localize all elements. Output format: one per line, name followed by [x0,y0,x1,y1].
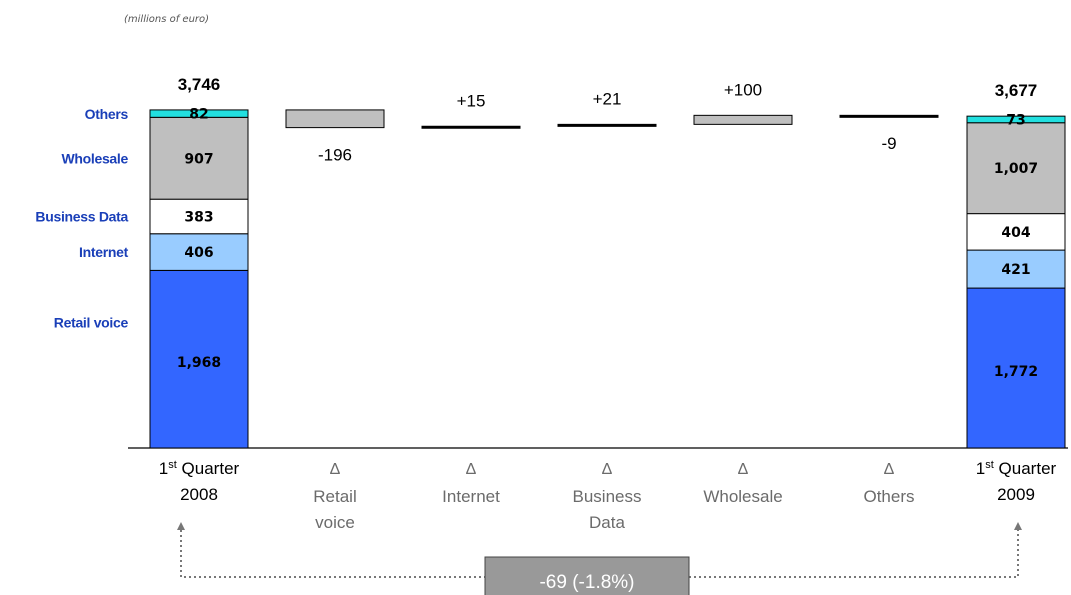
delta-symbol-2: Δ [466,461,477,478]
delta-bar-4 [693,114,793,125]
delta-value-label-4: +100 [724,80,762,99]
end-bar-segment-others [966,115,1066,124]
end-bar-label-retail-voice: 1,772 [994,364,1038,380]
start-bar-segment-wholesale [149,116,249,200]
delta-bar-2 [421,125,521,129]
legend-label-others: Others [85,106,129,122]
start-bar-label-business-data: 383 [184,209,213,225]
legend-label-retail-voice: Retail voice [54,314,129,330]
start-bar-segment-internet [149,233,249,271]
delta-symbol-1: Δ [330,461,341,478]
end-bar-label-internet: 421 [1001,262,1030,278]
start-period-label-line1: 1st Quarter [159,459,240,478]
start-bar-label-wholesale: 907 [184,151,213,167]
delta-category-label-3-line-2: Data [589,513,625,532]
start-bar-label-retail-voice: 1,968 [177,355,221,371]
delta-symbol-3: Δ [602,461,613,478]
end-bar-label-wholesale: 1,007 [994,161,1038,177]
end-bar-segment-business-data [966,213,1066,251]
delta-category-label-3-line-1: Business [573,487,642,506]
arrow-up-icon [1014,522,1022,530]
legend-label-business-data: Business Data [35,208,128,224]
variation-box [484,556,690,595]
delta-category-label-2-line-1: Internet [442,487,500,506]
start-bar-segment-others [149,109,249,118]
delta-category-label-5-line-1: Others [863,487,914,506]
variation-label: -69 (-1.8%) [539,572,634,593]
delta-value-label-5: -9 [881,134,896,153]
end-period-label-line1: 1st Quarter [976,459,1057,478]
delta-bar-3 [557,123,657,127]
start-bar-total-label: 3,746 [178,75,221,94]
arrow-up-icon [177,522,185,530]
start-bar-label-internet: 406 [184,245,213,261]
delta-category-label-1-line-1: Retail [313,487,356,506]
legend-label-wholesale: Wholesale [61,150,128,166]
delta-value-label-3: +21 [593,89,622,108]
delta-bar-5 [839,114,939,118]
end-bar-segment-wholesale [966,122,1066,215]
start-period-label-line2: 2008 [180,485,218,504]
connector-left [180,530,485,578]
end-bar-segment-retail-voice [966,287,1066,449]
end-bar-total-label: 3,677 [995,81,1038,100]
connector-right [689,530,1019,578]
start-bar-label-others: 82 [189,107,208,123]
delta-value-label-2: +15 [457,91,486,110]
delta-symbol-4: Δ [738,461,749,478]
delta-category-label-1-line-2: voice [315,513,355,532]
end-bar-label-others: 73 [1006,112,1025,128]
end-bar-label-business-data: 404 [1001,225,1030,241]
delta-bar-1 [285,109,385,129]
delta-symbol-5: Δ [884,461,895,478]
unit-note: (millions of euro) [124,14,210,25]
end-bar-segment-internet [966,249,1066,289]
delta-value-label-1: -196 [318,146,352,165]
delta-category-label-4-line-1: Wholesale [703,487,782,506]
end-period-label-line2: 2009 [997,485,1035,504]
legend-label-internet: Internet [79,244,129,260]
